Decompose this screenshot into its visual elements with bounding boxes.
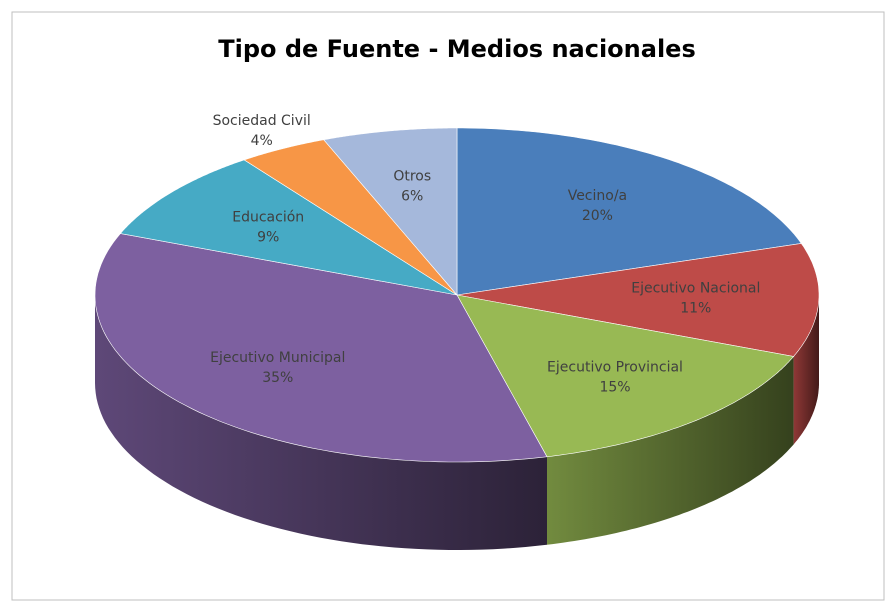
- slice: [456, 243, 820, 357]
- slice-label: Ejecutivo Provincial: [547, 360, 683, 376]
- slice-label: Educación: [232, 209, 304, 225]
- slice-value-label: 6%: [401, 189, 423, 205]
- slice-value-label: 15%: [599, 380, 630, 396]
- slice-value-label: 20%: [582, 208, 613, 224]
- slice-label: Vecino/a: [568, 188, 627, 204]
- slice-label: Sociedad Civil: [213, 113, 311, 129]
- slice-side: [95, 295, 547, 550]
- slice: [243, 139, 458, 296]
- slice-value-label: 4%: [251, 133, 273, 149]
- slice-side: [793, 295, 819, 445]
- slice: [119, 159, 458, 296]
- chart-title: Tipo de Fuente - Medios nacionales: [218, 35, 696, 63]
- slice: [94, 233, 548, 463]
- slice: [323, 127, 458, 296]
- slice-side: [547, 356, 794, 545]
- slice-value-label: 35%: [262, 370, 293, 386]
- slice-label: Ejecutivo Nacional: [631, 280, 760, 296]
- slice-label: Ejecutivo Municipal: [210, 350, 345, 366]
- slice-label: Otros: [393, 169, 431, 185]
- slice-value-label: 11%: [680, 300, 711, 316]
- slice: [456, 127, 802, 296]
- slice: [456, 294, 795, 458]
- slice-value-label: 9%: [257, 229, 279, 245]
